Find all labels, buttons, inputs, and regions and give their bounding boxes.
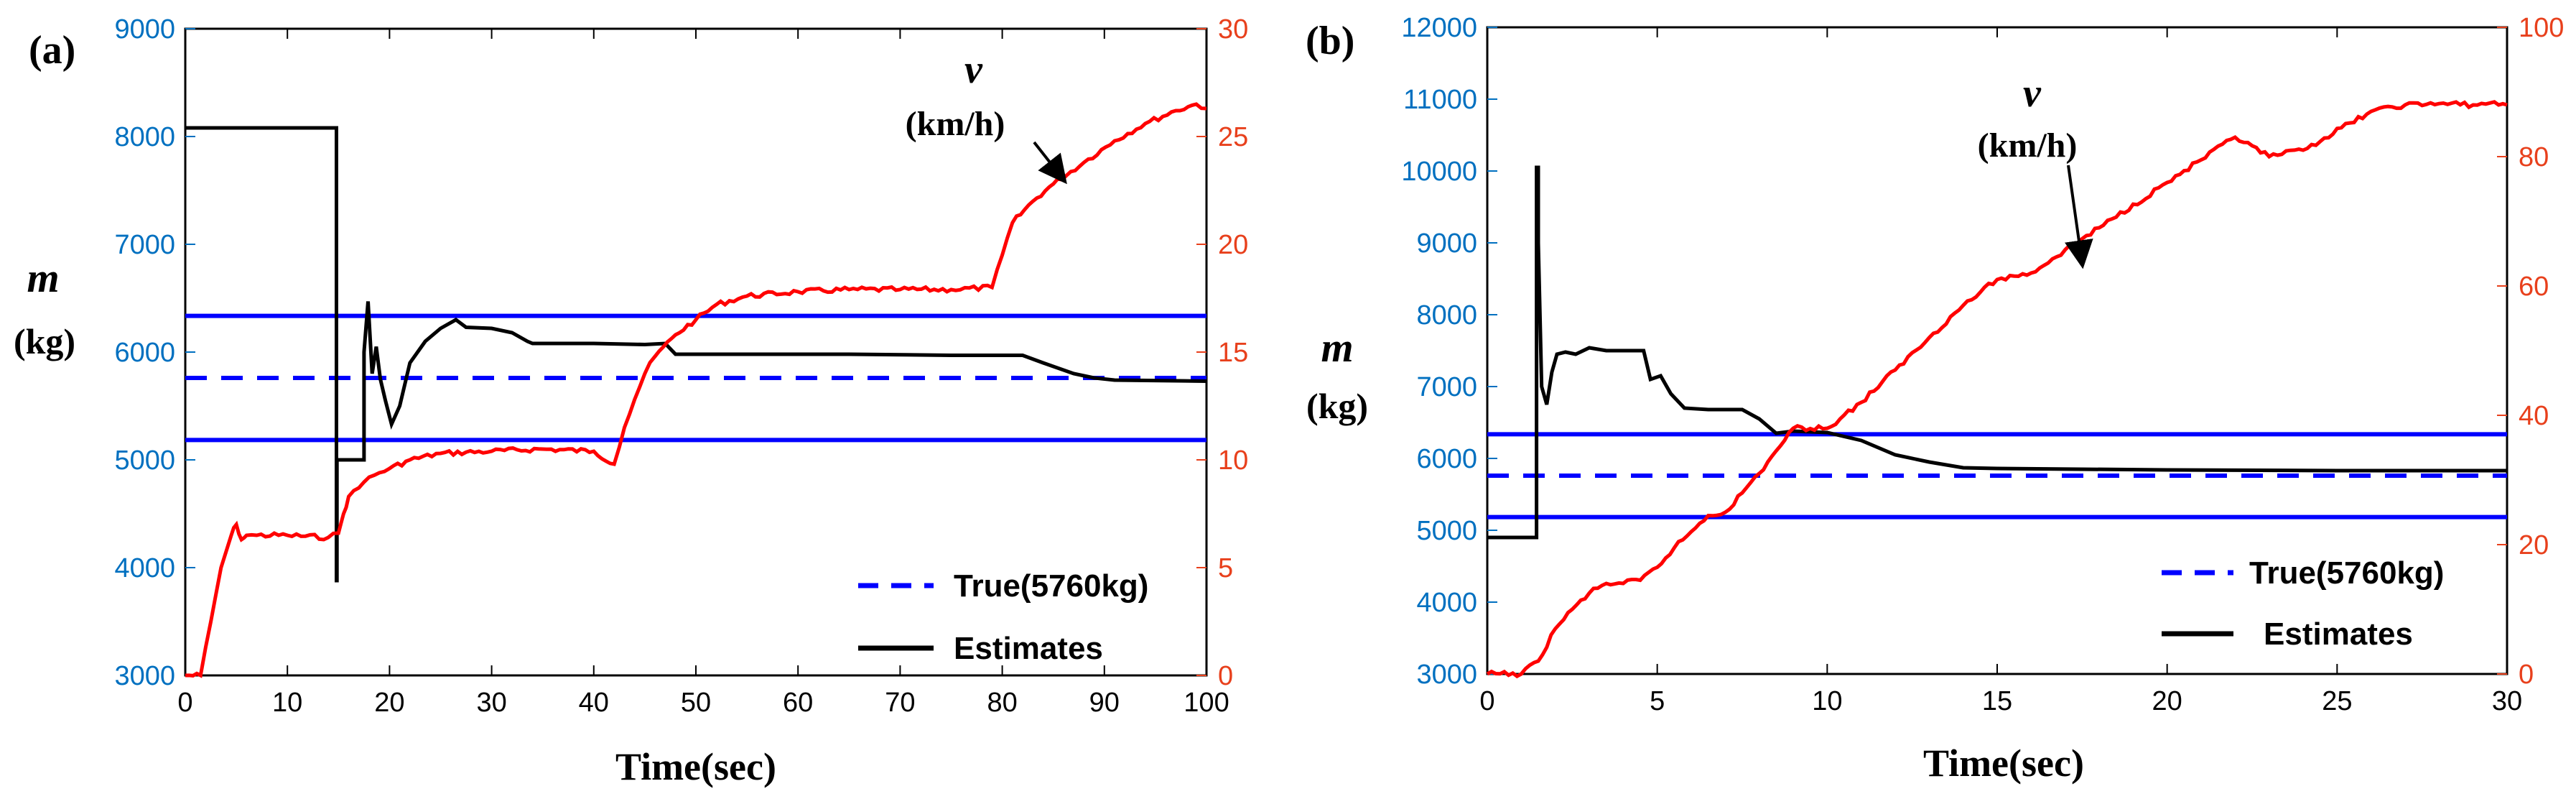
panel-b-ticks: 0 5 10 15 20 25 30 3000 4000 5000 6000 7000 8000 9000… [1401,13,2564,716]
panel-a-y-right-tick-label: 5 [1218,553,1233,583]
panel-b-y-label-m: m [1321,324,1353,371]
panel-b-x-label: Time(sec) [1923,742,2084,785]
panel-a-y-right-tick-label: 20 [1218,230,1248,260]
panel-a-x-tick-label: 70 [885,688,915,718]
panel-a-x-tick-label: 20 [374,688,404,718]
panel-a-x-tick-label: 0 [177,688,192,718]
panel-b-x-tick-label: 20 [2152,686,2182,716]
panel-a-x-tick-label: 60 [783,688,813,718]
panel-b-x-tick-label: 30 [2492,686,2522,716]
panel-a-y-label-m: m [27,254,59,301]
panel-b-x-tick-label: 15 [1982,686,2012,716]
panel-b-velocity-arrow [2065,165,2093,269]
panel-b: (b) 0 5 10 15 20 25 30300040005000600070008000… [1306,13,2564,785]
panel-a-estimates-line [185,126,1207,583]
panel-b-estimates-line [1487,165,2507,540]
panel-a-y-left-tick-label: 4000 [114,553,175,583]
panel-a-y-left-tick-label: 9000 [114,14,175,45]
panel-a-v-symbol: v [964,47,983,92]
panel-b-y-left-tick-label: 4000 [1416,588,1477,618]
panel-b-y-left-tick-label: 8000 [1416,300,1477,331]
panel-b-y-left-tick-label: 3000 [1416,660,1477,690]
panel-b-legend-estimates-label: Estimates [2264,616,2413,652]
panel-b-x-tick-label: 10 [1812,686,1842,716]
panel-a-velocity-line [185,102,1207,678]
panel-b-y-right-tick-label: 100 [2519,13,2564,43]
panel-b-v-unit: (km/h) [1978,126,2078,165]
panel-a-x-tick-label: 50 [681,688,711,718]
panel-a-y-right-tick-label: 30 [1218,14,1248,45]
panel-b-y-left-tick-label: 12000 [1401,13,1477,43]
panel-b-y-left-tick-label: 7000 [1416,372,1477,402]
panel-b-velocity-line [1486,100,2508,679]
panel-b-y-right-tick-label: 80 [2519,142,2549,172]
panel-a-label: (a) [29,28,75,73]
panel-a-y-right-tick-label: 25 [1218,122,1248,152]
panel-a: (a) 0 10 20 30 40 50 60 70 80 90 10030004000500060… [14,14,1248,788]
panel-b-y-left-tick-label: 5000 [1416,516,1477,546]
panel-b-x-tick-label: 0 [1479,686,1494,716]
panel-b-label: (b) [1306,19,1354,63]
panel-a-x-tick-label: 30 [476,688,506,718]
panel-a-x-tick-label: 40 [579,688,609,718]
panel-a-y-right-tick-label: 15 [1218,338,1248,368]
panel-a-ticks: 0 10 20 30 40 50 60 70 80 90 100300040005000600070… [114,14,1248,718]
panel-a-y-left-tick-label: 5000 [114,445,175,476]
panel-a-y-label-unit: (kg) [14,321,75,361]
panel-b-y-left-tick-label: 10000 [1401,157,1477,187]
panel-a-velocity-arrow [1033,141,1067,185]
panel-a-y-right-tick-label: 10 [1218,445,1248,476]
panel-a-y-right-tick-label: 0 [1218,661,1233,691]
panel-b-y-right-tick-label: 40 [2519,401,2549,431]
panel-a-legend-estimates-label: Estimates [954,631,1103,666]
panel-a-y-left-tick-label: 6000 [114,338,175,368]
panel-b-y-left-tick-label: 11000 [1403,85,1477,115]
panel-a-v-unit: (km/h) [906,105,1005,143]
panel-b-x-tick-label: 25 [2322,686,2352,716]
panel-a-x-tick-label: 90 [1089,688,1120,718]
panel-a-x-tick-label: 10 [272,688,302,718]
panel-b-x-tick-label: 5 [1650,686,1665,716]
panel-b-y-left-tick-label: 6000 [1416,444,1477,474]
panel-b-y-left-tick-label: 9000 [1416,228,1477,259]
panel-a-y-left-tick-label: 8000 [114,122,175,152]
panel-a-y-left-tick-label: 3000 [114,661,175,691]
panel-a-y-left-tick-label: 7000 [114,230,175,260]
panel-b-legend-true-label: True(5760kg) [2249,555,2444,591]
panel-a-x-tick-label: 80 [987,688,1017,718]
panel-b-y-label-unit: (kg) [1306,386,1368,426]
panel-b-y-right-tick-label: 60 [2519,272,2549,302]
panel-b-y-right-tick-label: 20 [2519,530,2549,560]
panel-a-legend-true-label: True(5760kg) [954,568,1148,604]
panel-b-y-right-tick-label: 0 [2519,660,2534,690]
panel-a-x-label: Time(sec) [615,745,776,788]
panel-b-v-symbol: v [2023,71,2042,116]
panel-a-x-tick-label: 100 [1184,688,1229,718]
